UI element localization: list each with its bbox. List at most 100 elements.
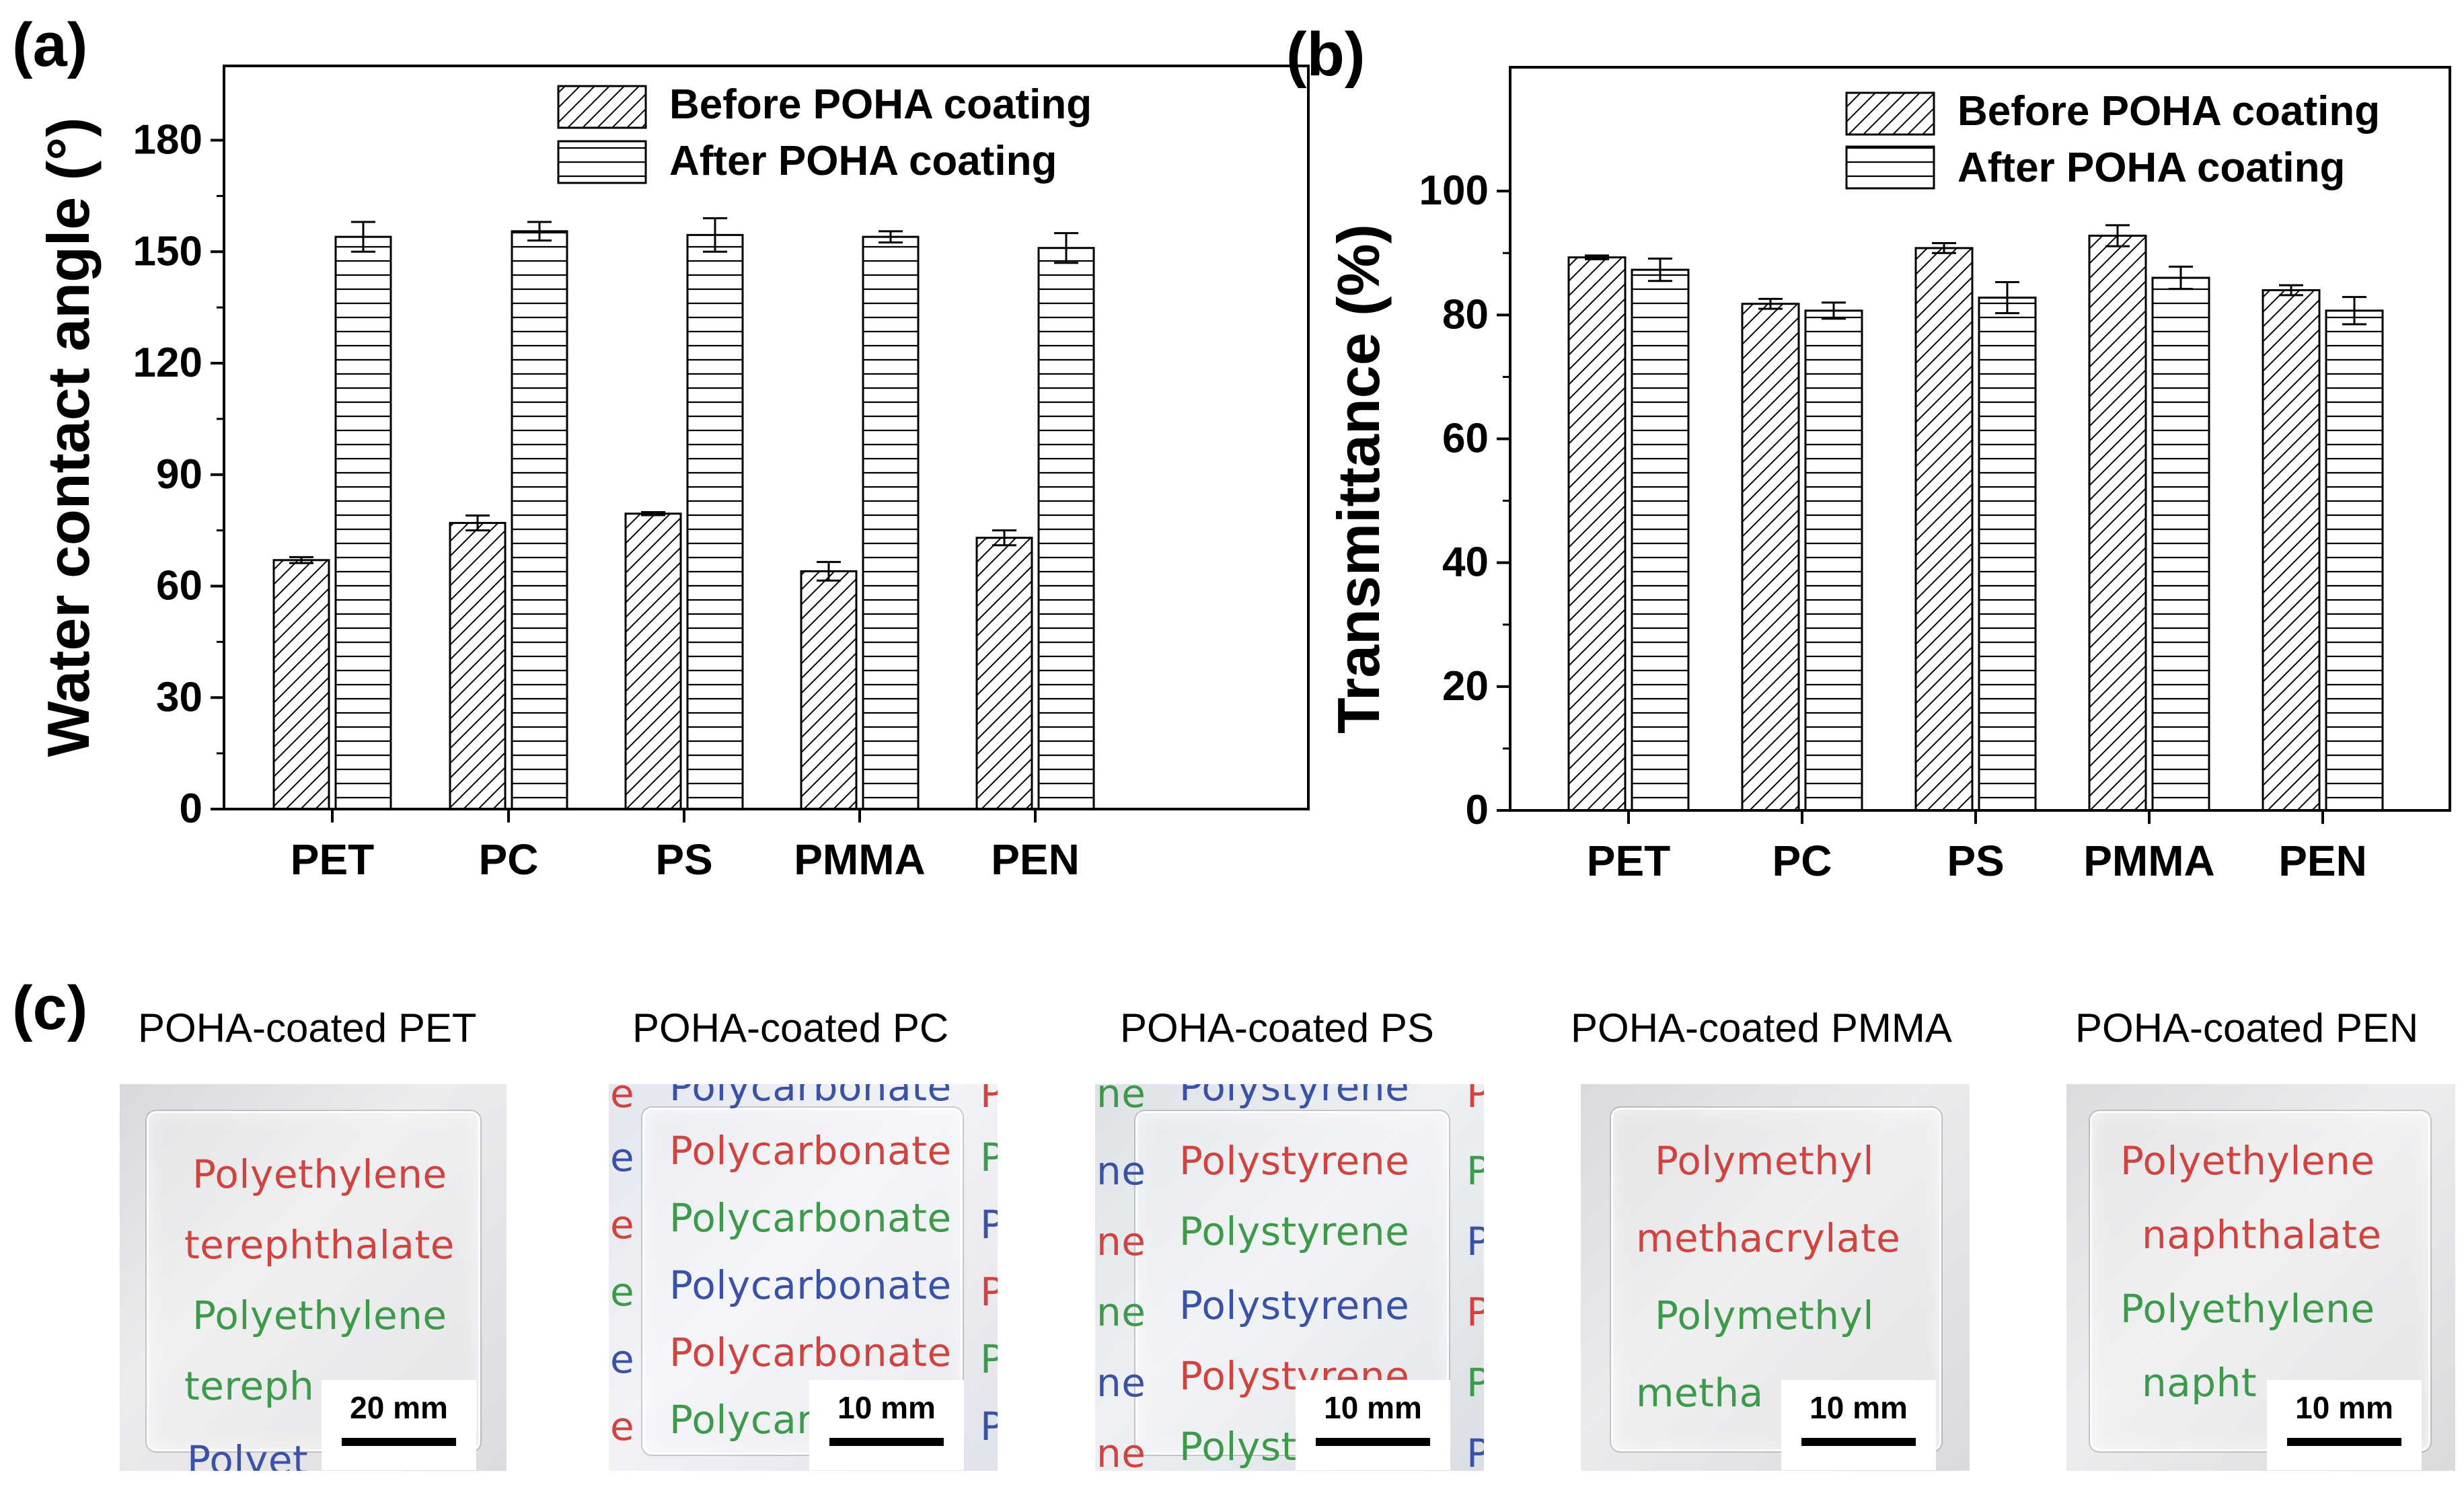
x-tick-label-pc: PC xyxy=(479,835,539,884)
photo-text-line: naphthalate xyxy=(2142,1212,2382,1258)
error-bar-pmma-before xyxy=(2105,224,2130,247)
x-tick-label-ps: PS xyxy=(655,835,712,884)
scale-label: 10 mm xyxy=(837,1390,936,1425)
error-bar-pet-after xyxy=(351,221,375,253)
photo-text-line: Polycarbonate xyxy=(669,1084,952,1110)
chart-a-legend-after: After POHA coating xyxy=(669,138,1057,184)
scale-label: 10 mm xyxy=(1809,1390,1908,1425)
error-bar-pen-before xyxy=(992,529,1016,547)
chart-a-legend: Before POHA coating After POHA coating xyxy=(557,81,1092,184)
error-bar-pet-after xyxy=(1648,258,1672,282)
photo-text-line: Polyet xyxy=(187,1437,309,1471)
chart-a-error-bars xyxy=(289,217,1078,582)
scale-bar: 20 mm xyxy=(322,1380,476,1470)
photo-text-line: napht xyxy=(2142,1360,2257,1406)
photo-text-line: Polymethyl xyxy=(1655,1293,1874,1338)
chart-b-legend-before: Before POHA coating xyxy=(1957,88,2380,135)
error-bar-ps-before xyxy=(1932,242,1956,254)
photo-text-line: Polyethylene xyxy=(2120,1286,2375,1332)
chart-a-x-ticks: PET PC PS PMMA PEN xyxy=(291,809,1080,884)
photo-title-pen: POHA-coated PEN xyxy=(2075,1005,2419,1051)
error-bar-pc-after xyxy=(527,221,552,242)
photo-text-line: Polycarbonate xyxy=(669,1195,952,1241)
y-tick-label: 40 xyxy=(1442,539,1489,586)
error-bar-pc-before xyxy=(465,514,490,532)
error-bar-ps-after xyxy=(703,217,727,253)
photo-text-line: methacrylate xyxy=(1636,1215,1901,1261)
photo-text-line: Polystyrene xyxy=(1179,1084,1410,1110)
x-tick-label-pc: PC xyxy=(1772,837,1832,885)
bar-pc-after xyxy=(511,230,568,810)
photo-title-pc: POHA-coated PC xyxy=(632,1005,949,1051)
error-bar-pmma-after xyxy=(879,230,903,243)
chart-a-legend-swatch-before xyxy=(557,85,647,129)
photo-text-line: Polymethyl xyxy=(1655,1138,1874,1184)
photo-pc: e Polycarbonate e Polycarbonate e Polyca… xyxy=(609,1084,998,1471)
bar-pc-before xyxy=(1741,303,1800,812)
y-tick-label: 150 xyxy=(133,228,202,274)
bar-pmma-after xyxy=(862,235,920,810)
photo-text-line: Polyethylene xyxy=(192,1293,447,1338)
error-bar-pen-after xyxy=(2342,296,2366,326)
bar-ps-after xyxy=(686,233,744,810)
error-bar-pmma-after xyxy=(2169,266,2193,291)
error-bar-pc-after xyxy=(1822,301,1846,320)
photo-text-line: metha xyxy=(1636,1370,1764,1416)
y-tick-label: 90 xyxy=(156,451,202,498)
panel-label-a: (a) xyxy=(12,11,87,79)
bar-ps-before xyxy=(1914,247,1974,812)
scale-bar-line xyxy=(342,1438,456,1446)
photo-pet: Polyethylene terephthalate Polyethylene … xyxy=(120,1084,507,1471)
chart-a: 0 30 60 90 120 150 180 PET PC PS PMMA PEN Water co… xyxy=(35,65,1310,884)
x-tick-label-pmma: PMMA xyxy=(2083,837,2215,885)
chart-b-legend-swatch-before xyxy=(1845,91,1935,136)
error-bar-pet-before xyxy=(1585,254,1609,260)
error-bar-pen-before xyxy=(2279,284,2303,297)
y-tick-label: 60 xyxy=(1442,416,1489,462)
photo-ps: ne Polystyrene ne Polystyrene ne Polysty… xyxy=(1095,1084,1484,1471)
photo-text-line: Polystyrene xyxy=(1179,1283,1410,1328)
scale-bar-line xyxy=(1316,1438,1430,1446)
bar-ps-before xyxy=(624,512,682,810)
x-tick-label-ps: PS xyxy=(1947,837,2004,885)
bar-pen-after xyxy=(2325,309,2384,812)
scale-bar: 10 mm xyxy=(1296,1380,1450,1470)
photo-title-pmma: POHA-coated PMMA xyxy=(1571,1005,1952,1051)
bar-pc-before xyxy=(449,522,507,810)
y-tick-label: 120 xyxy=(133,340,202,386)
y-tick-label: 180 xyxy=(133,117,202,163)
photo-pen: Polyethylene naphthalate Polyethylene na… xyxy=(2066,1084,2455,1471)
chart-b-y-axis-label: Transmittance (%) xyxy=(1325,224,1392,734)
error-bar-pet-before xyxy=(289,556,313,564)
photo-title-pet: POHA-coated PET xyxy=(138,1005,477,1051)
chart-b-y-ticks: 0 20 40 60 80 100 xyxy=(1419,167,1510,833)
error-bar-ps-before xyxy=(641,511,665,517)
bar-ps-after xyxy=(1978,297,2037,812)
bar-pmma-after xyxy=(2151,276,2210,812)
y-tick-label: 60 xyxy=(156,563,202,609)
bar-pmma-before xyxy=(800,570,858,810)
y-tick-label: 0 xyxy=(180,786,202,832)
error-bar-pen-after xyxy=(1054,232,1078,264)
photo-text-line: Polystyrene xyxy=(1179,1209,1410,1254)
chart-b-bars xyxy=(1567,234,2384,812)
bar-pmma-before xyxy=(2088,234,2147,812)
scale-label: 10 mm xyxy=(1324,1390,1422,1425)
scale-label: 20 mm xyxy=(350,1390,448,1425)
bar-pet-before xyxy=(1567,256,1627,812)
photo-text-line: Polycarbonate xyxy=(669,1262,952,1308)
photo-text-line: Polyethylene xyxy=(2120,1138,2375,1184)
chart-b-legend: Before POHA coating After POHA coating xyxy=(1845,88,2380,191)
chart-b-legend-swatch-after xyxy=(1845,145,1935,190)
scale-label: 10 mm xyxy=(2295,1390,2393,1425)
scale-bar: 10 mm xyxy=(2267,1380,2422,1470)
photo-text-line: tereph xyxy=(184,1363,315,1409)
error-bar-pmma-before xyxy=(817,561,841,582)
chart-a-legend-before: Before POHA coating xyxy=(669,81,1092,128)
chart-a-frame xyxy=(223,65,1310,810)
x-tick-label-pen: PEN xyxy=(991,835,1080,884)
scale-bar: 10 mm xyxy=(809,1380,964,1470)
error-bar-pc-before xyxy=(1758,297,1783,310)
chart-b: 0 20 40 60 80 100 PET PC PS PMMA PEN Transmittanc… xyxy=(1325,66,2451,885)
